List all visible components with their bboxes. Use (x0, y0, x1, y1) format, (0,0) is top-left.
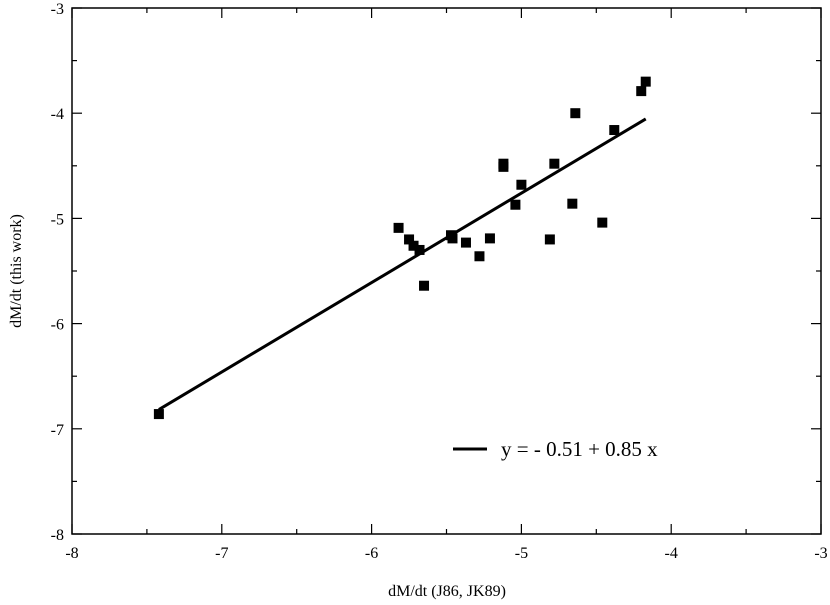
y-tick-label: -5 (51, 211, 64, 228)
data-point (636, 86, 647, 97)
data-point (460, 237, 471, 248)
data-point (408, 240, 419, 251)
data-point (393, 222, 404, 233)
data-point (609, 125, 620, 136)
data-point (474, 251, 485, 262)
y-axis-title: dM/dt (this work) (8, 214, 25, 328)
y-tick-label: -6 (51, 317, 64, 334)
x-tick-label: -4 (665, 545, 678, 562)
data-point (447, 233, 458, 244)
data-point (567, 198, 578, 209)
data-point (510, 199, 521, 210)
y-tick-label: -8 (51, 527, 64, 544)
x-tick-label: -6 (365, 545, 378, 562)
x-tick-label: -8 (65, 545, 78, 562)
data-point (498, 161, 509, 172)
data-point (404, 234, 415, 245)
data-point (419, 280, 430, 291)
data-point (570, 108, 581, 119)
data-point (549, 158, 560, 169)
tick-labels: -8 -7 -6 -5 -4 -3 -8 -7 -6 -5 -4 -3 (51, 1, 828, 562)
legend: y = - 0.51 + 0.85 x (453, 437, 658, 461)
y-tick-label: -4 (51, 106, 64, 123)
data-points (153, 76, 651, 420)
data-point (516, 179, 527, 190)
x-tick-label: -7 (215, 545, 228, 562)
data-point (544, 234, 555, 245)
data-point (640, 76, 651, 87)
data-point (597, 217, 608, 228)
data-point (153, 409, 164, 420)
y-tick-label: -3 (51, 1, 64, 18)
x-tick-label: -5 (515, 545, 528, 562)
fit-line-layer (158, 117, 647, 411)
data-point (414, 244, 425, 255)
x-axis-title: dM/dt (J86, JK89) (388, 583, 506, 600)
axis-ticks (71, 7, 822, 535)
data-point (484, 233, 495, 244)
plot-frame (71, 7, 822, 535)
legend-label: y = - 0.51 + 0.85 x (501, 437, 658, 461)
fit-line (158, 117, 647, 411)
y-tick-label: -7 (51, 422, 64, 439)
x-tick-label: -3 (814, 545, 827, 562)
